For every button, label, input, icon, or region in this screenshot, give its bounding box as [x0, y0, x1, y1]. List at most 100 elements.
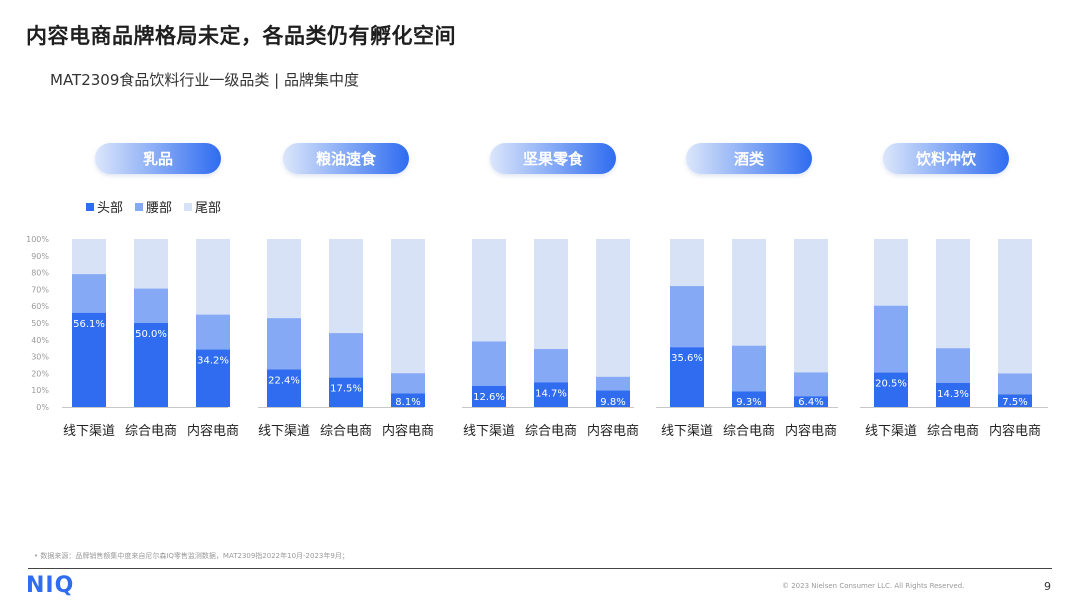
x-tick-label: 内容电商: [989, 423, 1041, 439]
legend-label-head: 头部: [97, 201, 124, 216]
legend-item-tail: 尾部: [184, 197, 221, 216]
x-tick-label: 综合电商: [723, 424, 775, 439]
legend-label-waist: 腰部: [146, 201, 173, 216]
bar-head-alcohol-2: [794, 396, 828, 407]
chart-legend: 头部 腰部 尾部: [86, 197, 221, 216]
bar-tail-nuts-snacks-1: [534, 239, 568, 350]
y-tick-label: 70%: [31, 285, 49, 294]
data-label-head: 9.3%: [736, 397, 761, 408]
y-tick-label: 30%: [31, 353, 49, 362]
bar-head-alcohol-0: [670, 347, 704, 407]
legend-swatch-tail: [184, 202, 193, 211]
data-label-head: 6.4%: [798, 397, 823, 408]
bar-tail-grain-oil-0: [267, 239, 301, 319]
y-tick-label: 80%: [31, 269, 49, 278]
y-tick-label: 50%: [31, 319, 49, 328]
page-title: 内容电商品牌格局未定，各品类仍有孵化空间: [26, 24, 456, 48]
bar-head-dairy-1: [134, 323, 168, 407]
bar-waist-nuts-snacks-1: [534, 349, 568, 383]
bar-tail-grain-oil-1: [329, 239, 363, 334]
x-tick-label: 综合电商: [525, 424, 577, 439]
category-pill-beverages: 饮料冲饮: [883, 143, 1009, 174]
y-tick-label: 0%: [36, 403, 49, 412]
data-label-head: 20.5%: [875, 379, 907, 390]
bar-head-nuts-snacks-1: [534, 382, 568, 407]
data-label-head: 14.7%: [535, 388, 567, 399]
x-tick-label: 线下渠道: [63, 424, 115, 439]
bar-tail-nuts-snacks-2: [596, 239, 630, 377]
y-tick-label: 60%: [31, 302, 49, 311]
x-tick-label: 线下渠道: [865, 424, 917, 439]
bar-tail-dairy-0: [72, 239, 106, 275]
x-tick-label: 线下渠道: [463, 424, 515, 439]
bar-waist-beverages-2: [998, 373, 1032, 395]
x-tick-label: 内容电商: [785, 423, 837, 439]
y-tick-label: 40%: [31, 336, 49, 345]
bar-tail-beverages-0: [874, 239, 908, 306]
bar-waist-alcohol-0: [670, 286, 704, 348]
data-label-head: 9.8%: [600, 397, 625, 408]
bar-waist-dairy-2: [196, 314, 230, 350]
niq-logo: NIQ: [26, 573, 75, 598]
page-number: 9: [1044, 580, 1051, 593]
bar-tail-alcohol-0: [670, 239, 704, 287]
y-tick-label: 90%: [31, 252, 49, 261]
bar-waist-alcohol-2: [794, 372, 828, 397]
bar-tail-grain-oil-2: [391, 239, 425, 374]
data-label-head: 7.5%: [1002, 397, 1027, 408]
bar-waist-grain-oil-0: [267, 318, 301, 370]
bar-waist-grain-oil-1: [329, 333, 363, 378]
bar-head-nuts-snacks-0: [472, 385, 506, 407]
footer-divider: [28, 568, 1052, 569]
bar-tail-dairy-2: [196, 239, 230, 315]
bar-waist-dairy-1: [134, 288, 168, 323]
legend-label-tail: 尾部: [195, 201, 222, 216]
y-tick-label: 10%: [31, 386, 49, 395]
data-label-head: 8.1%: [395, 397, 420, 408]
bar-waist-grain-oil-2: [391, 373, 425, 394]
x-tick-label: 综合电商: [125, 424, 177, 439]
source-footnote: • 数据来源：品牌销售额集中度来自尼尔森IQ零售监测数据，MAT2309指202…: [34, 552, 349, 560]
bar-head-alcohol-1: [732, 391, 766, 407]
bar-waist-nuts-snacks-2: [596, 376, 630, 391]
legend-swatch-waist: [135, 202, 144, 211]
bar-head-beverages-2: [998, 394, 1032, 407]
copyright-text: © 2023 Nielsen Consumer LLC. All Rights …: [782, 582, 965, 590]
bar-head-grain-oil-2: [391, 393, 425, 407]
page-subtitle: MAT2309食品饮料行业一级品类 | 品牌集中度: [50, 71, 359, 89]
bar-waist-nuts-snacks-0: [472, 341, 506, 386]
bar-tail-beverages-2: [998, 239, 1032, 374]
bar-tail-nuts-snacks-0: [472, 239, 506, 342]
data-label-head: 56.1%: [73, 319, 105, 330]
category-pill-grain-oil: 粮油速食: [283, 143, 409, 174]
bar-head-dairy-2: [196, 349, 230, 407]
category-pill-alcohol: 酒类: [686, 143, 812, 174]
bar-waist-dairy-0: [72, 274, 106, 313]
x-tick-label: 线下渠道: [258, 424, 310, 439]
x-tick-label: 内容电商: [187, 423, 239, 439]
category-pill-dairy: 乳品: [95, 143, 221, 174]
bar-tail-alcohol-1: [732, 239, 766, 346]
x-tick-label: 内容电商: [382, 423, 434, 439]
x-tick-label: 内容电商: [587, 423, 639, 439]
bar-waist-beverages-0: [874, 305, 908, 373]
data-label-head: 12.6%: [473, 392, 505, 403]
legend-item-waist: 腰部: [135, 197, 172, 216]
data-label-head: 17.5%: [330, 384, 362, 395]
x-tick-label: 综合电商: [927, 424, 979, 439]
bar-tail-beverages-1: [936, 239, 970, 349]
bar-tail-alcohol-2: [794, 239, 828, 373]
bar-head-dairy-0: [72, 312, 106, 407]
y-tick-label: 20%: [31, 369, 49, 378]
bar-head-beverages-0: [874, 372, 908, 407]
data-label-head: 50.0%: [135, 329, 167, 340]
data-label-head: 14.3%: [937, 389, 969, 400]
bar-tail-dairy-1: [134, 239, 168, 289]
x-tick-label: 综合电商: [320, 424, 372, 439]
y-tick-label: 100%: [26, 235, 49, 244]
bar-waist-alcohol-1: [732, 345, 766, 392]
data-label-head: 35.6%: [671, 353, 703, 364]
legend-swatch-head: [86, 202, 94, 211]
data-label-head: 34.2%: [197, 356, 229, 367]
